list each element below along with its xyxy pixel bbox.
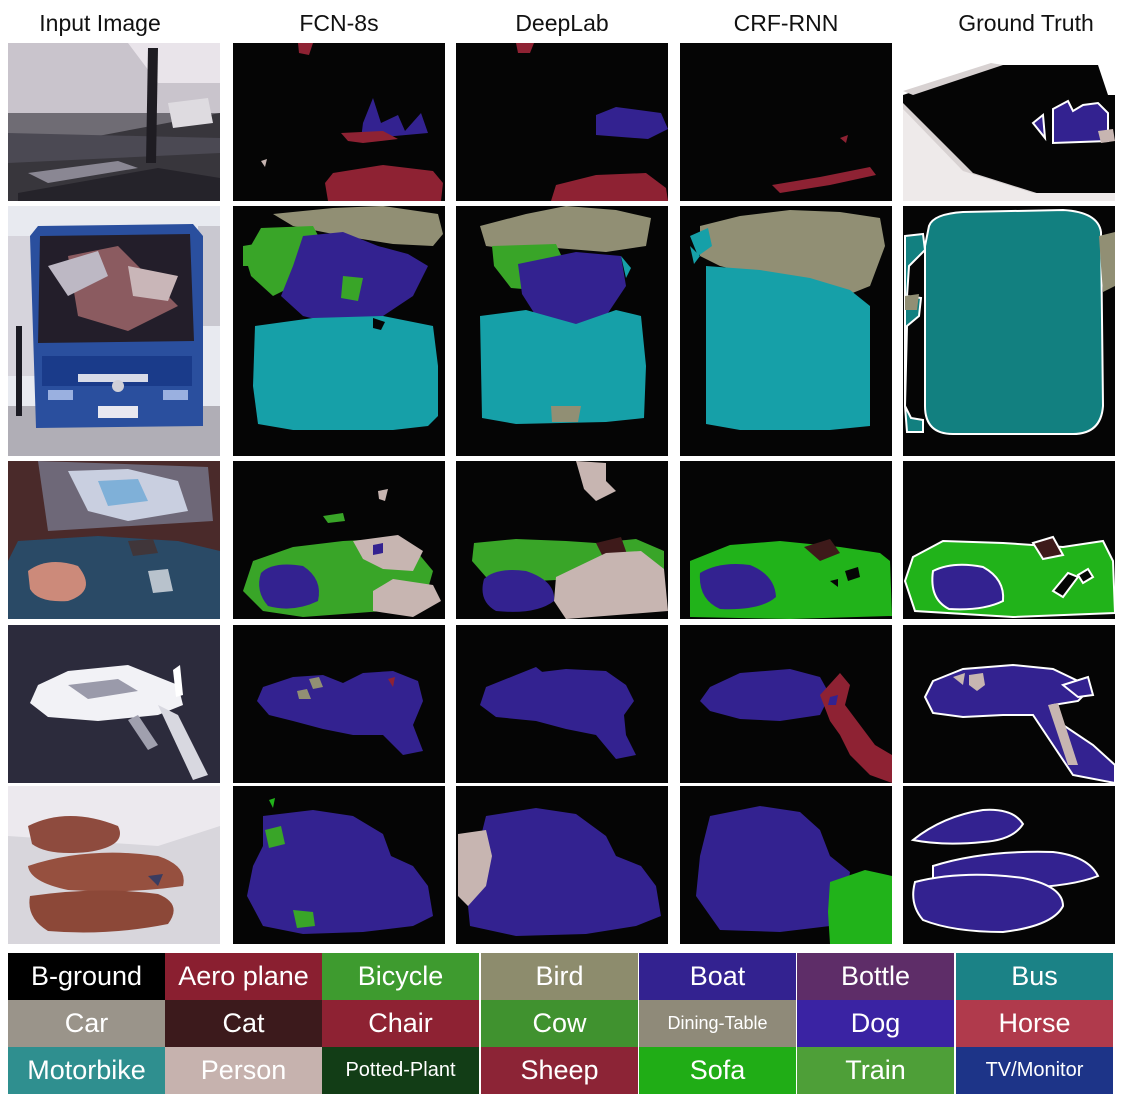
legend-item-train: Train [797, 1047, 954, 1094]
crf-rnn-result-row-5 [680, 786, 892, 944]
legend-label: Bus [1011, 961, 1058, 992]
legend-label: Sofa [690, 1055, 746, 1086]
input-image-row-5 [8, 786, 220, 944]
column-header-ground-truth: Ground Truth [920, 6, 1130, 40]
legend-label: Bicycle [358, 961, 444, 992]
deeplab-result-row-3 [456, 461, 668, 619]
legend-label: TV/Monitor [986, 1059, 1084, 1082]
crf-rnn-result-row-3 [680, 461, 892, 619]
legend-label: Cow [532, 1008, 586, 1039]
legend-item-bird: Bird [481, 953, 638, 1000]
column-header-input-image: Input Image [0, 6, 200, 40]
legend-label: Bird [535, 961, 583, 992]
legend-item-potted-plant: Potted-Plant [322, 1047, 479, 1094]
fcn-8s-result-row-4 [233, 625, 445, 783]
input-image-row-2 [8, 206, 220, 456]
legend-item-sofa: Sofa [639, 1047, 796, 1094]
legend-label: Train [845, 1055, 906, 1086]
deeplab-result-row-5 [456, 786, 668, 944]
legend-label: B-ground [31, 961, 142, 992]
crf-rnn-result-row-4 [680, 625, 892, 783]
input-image-row-3 [8, 461, 220, 619]
ground-truth-row-1 [903, 43, 1115, 201]
legend-item-background: B-ground [8, 953, 165, 1000]
legend-label: Car [65, 1008, 109, 1039]
legend-item-car: Car [8, 1000, 165, 1047]
legend-item-cat: Cat [165, 1000, 322, 1047]
ground-truth-row-4 [903, 625, 1115, 783]
legend-label: Chair [368, 1008, 433, 1039]
legend-label: Cat [222, 1008, 264, 1039]
legend-label: Aero plane [178, 961, 309, 992]
legend-label: Person [201, 1055, 287, 1086]
legend-item-motorbike: Motorbike [8, 1047, 165, 1094]
legend-item-tv-monitor: TV/Monitor [956, 1047, 1113, 1094]
column-header-deeplab: DeepLab [456, 6, 668, 40]
legend-item-cow: Cow [481, 1000, 638, 1047]
column-header-crf-rnn: CRF-RNN [680, 6, 892, 40]
legend-item-bicycle: Bicycle [322, 953, 479, 1000]
fcn-8s-result-row-3 [233, 461, 445, 619]
column-header-fcn-8s: FCN-8s [233, 6, 445, 40]
legend-label: Sheep [520, 1055, 598, 1086]
crf-rnn-result-row-2 [680, 206, 892, 456]
ground-truth-row-3 [903, 461, 1115, 619]
input-image-row-1 [8, 43, 220, 201]
legend-item-bus: Bus [956, 953, 1113, 1000]
input-image-row-4 [8, 625, 220, 783]
legend-item-horse: Horse [956, 1000, 1113, 1047]
legend-label: Potted-Plant [345, 1059, 455, 1082]
legend-label: Bottle [841, 961, 910, 992]
fcn-8s-result-row-5 [233, 786, 445, 944]
ground-truth-row-2 [903, 206, 1115, 456]
deeplab-result-row-1 [456, 43, 668, 201]
legend-item-bottle: Bottle [797, 953, 954, 1000]
ground-truth-row-5 [903, 786, 1115, 944]
fcn-8s-result-row-2 [233, 206, 445, 456]
crf-rnn-result-row-1 [680, 43, 892, 201]
deeplab-result-row-4 [456, 625, 668, 783]
legend-label: Boat [690, 961, 746, 992]
legend-item-dining-table: Dining-Table [639, 1000, 796, 1047]
legend-item-chair: Chair [322, 1000, 479, 1047]
legend-item-person: Person [165, 1047, 322, 1094]
legend-label: Horse [998, 1008, 1070, 1039]
legend-label: Dog [851, 1008, 901, 1039]
fcn-8s-result-row-1 [233, 43, 445, 201]
legend-item-aeroplane: Aero plane [165, 953, 322, 1000]
legend-item-dog: Dog [797, 1000, 954, 1047]
legend-label: Motorbike [27, 1055, 146, 1086]
legend-label: Dining-Table [667, 1013, 767, 1034]
deeplab-result-row-2 [456, 206, 668, 456]
legend-item-boat: Boat [639, 953, 796, 1000]
legend-item-sheep: Sheep [481, 1047, 638, 1094]
